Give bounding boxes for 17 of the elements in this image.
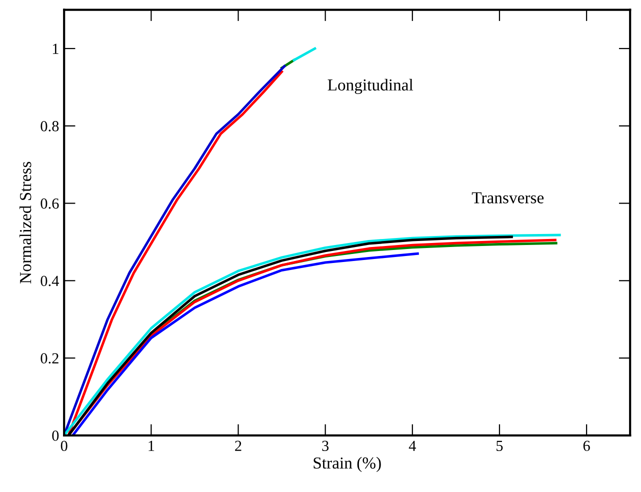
y-tick-label: 0 — [52, 430, 59, 441]
annotation: Longitudinal — [328, 78, 414, 94]
x-tick-label: 0 — [60, 440, 68, 452]
y-axis-title: Normalized Stress — [19, 162, 32, 284]
annotation: Transverse — [472, 192, 544, 204]
y-tick-label: 0.6 — [40, 198, 59, 209]
y-tick-label: 1 — [52, 44, 58, 54]
y-tick-label: 0.4 — [40, 276, 59, 286]
x-tick-label: 5 — [496, 440, 503, 452]
x-axis-title: Strain (%) — [314, 456, 381, 472]
x-tick-label: 2 — [235, 440, 242, 451]
x-tick-label: 4 — [408, 440, 416, 451]
y-tick-label: 0.2 — [40, 353, 58, 364]
x-tick-label: 3 — [322, 440, 329, 452]
y-tick-label: 0.8 — [40, 121, 59, 132]
x-tick-label: 6 — [583, 440, 590, 452]
x-tick-label: 1 — [148, 440, 154, 451]
